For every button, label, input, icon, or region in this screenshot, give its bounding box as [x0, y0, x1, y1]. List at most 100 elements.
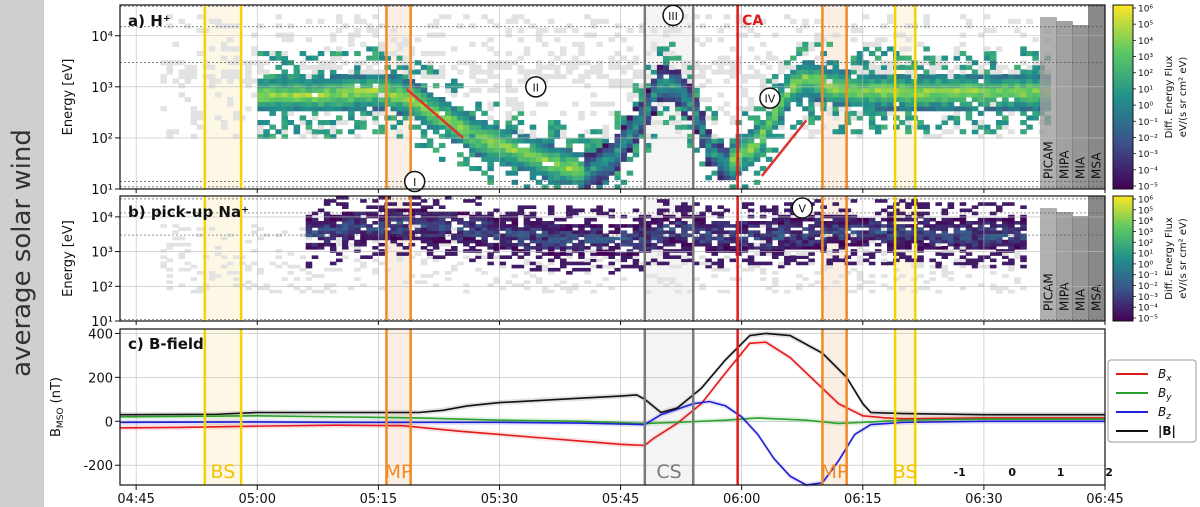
flux-cell	[1008, 217, 1015, 222]
flux-cell	[602, 156, 609, 162]
flux-cell	[511, 161, 519, 167]
flux-cell	[511, 170, 519, 176]
grey-cell	[342, 120, 349, 126]
grey-cell	[487, 115, 494, 121]
grey-cell	[335, 46, 343, 52]
flux-cell	[420, 211, 428, 216]
flux-cell	[596, 246, 603, 250]
flux-cell	[481, 230, 488, 234]
flux-cell	[971, 227, 979, 231]
flux-cell	[451, 252, 458, 256]
flux-cell	[547, 242, 555, 247]
flux-cell	[941, 101, 949, 107]
flux-cell	[432, 147, 440, 153]
flux-cell	[662, 83, 670, 89]
flux-cell	[275, 74, 282, 80]
flux-cell	[614, 166, 622, 172]
flux-cell	[566, 170, 573, 176]
flux-cell	[402, 252, 410, 256]
flux-cell	[475, 217, 482, 222]
flux-cell	[983, 55, 991, 61]
grey-cell	[850, 64, 858, 70]
instrument-label-1: MIPA	[1058, 150, 1072, 179]
cb-tick-label-1-4: 10²	[1138, 239, 1153, 249]
grey-cell	[850, 37, 858, 43]
flux-cell	[989, 51, 997, 57]
grey-cell	[517, 101, 525, 107]
flux-cell	[438, 230, 446, 234]
grey-cell	[765, 252, 773, 256]
flux-cell	[711, 249, 718, 253]
flux-cell	[487, 143, 494, 149]
flux-cell	[614, 227, 622, 231]
flux-cell	[475, 211, 482, 216]
flux-cell	[487, 261, 494, 266]
flux-cell	[469, 120, 476, 126]
flux-cell	[935, 221, 943, 225]
grey-cell	[481, 69, 488, 75]
grey-cell	[620, 69, 628, 75]
grey-cell	[535, 101, 543, 107]
flux-cell	[323, 242, 331, 247]
flux-cell	[765, 133, 773, 139]
flux-cell	[965, 242, 973, 247]
flux-cell	[505, 230, 513, 234]
flux-cell	[348, 106, 355, 112]
flux-cell	[335, 217, 343, 222]
flux-cell	[329, 97, 337, 103]
flux-cell	[572, 161, 579, 167]
flux-cell	[444, 101, 452, 107]
grey-cell	[608, 37, 616, 43]
flux-cell	[662, 92, 670, 98]
flux-cell	[366, 55, 373, 61]
instrument-block-2	[1072, 216, 1089, 321]
grey-cell	[553, 28, 561, 34]
flux-cell	[426, 69, 434, 75]
flux-cell	[626, 115, 634, 121]
flux-cell	[535, 221, 543, 225]
flux-cell	[329, 51, 337, 57]
flux-cell	[451, 217, 458, 222]
grey-cell	[402, 69, 410, 75]
flux-cell	[511, 147, 519, 153]
flux-cell	[275, 106, 282, 112]
grey-cell	[620, 37, 628, 43]
grey-cell	[905, 46, 912, 52]
flux-cell	[553, 120, 561, 126]
flux-cell	[729, 224, 737, 228]
flux-cell	[880, 236, 888, 241]
flux-cell	[1002, 120, 1009, 126]
flux-cell	[420, 246, 428, 250]
flux-cell	[832, 221, 840, 225]
flux-cell	[765, 239, 773, 244]
flux-cell	[1002, 74, 1009, 80]
flux-cell	[644, 227, 652, 231]
flux-cell	[717, 143, 725, 149]
grey-cell	[378, 41, 385, 47]
flux-cell	[814, 224, 821, 228]
flux-cell	[553, 217, 561, 222]
grey-cell	[566, 255, 573, 259]
flux-cell	[856, 78, 864, 84]
flux-cell	[778, 120, 785, 126]
grey-cell	[511, 283, 519, 288]
grey-cell	[802, 115, 809, 121]
grey-cell	[378, 69, 385, 75]
flux-cell	[293, 83, 301, 89]
flux-cell	[1008, 261, 1015, 266]
flux-cell	[378, 87, 385, 93]
flux-cell	[572, 224, 579, 228]
grey-cell	[887, 110, 894, 116]
flux-cell	[887, 74, 894, 80]
grey-cell	[233, 69, 240, 75]
flux-cell	[1008, 106, 1015, 112]
flux-cell	[905, 214, 912, 219]
grey-cell	[378, 286, 385, 291]
flux-cell	[735, 170, 743, 176]
grey-cell	[257, 227, 264, 231]
grey-cell	[293, 264, 301, 269]
flux-cell	[402, 92, 410, 98]
flux-cell	[378, 97, 385, 103]
flux-cell	[832, 69, 840, 75]
flux-cell	[438, 106, 446, 112]
